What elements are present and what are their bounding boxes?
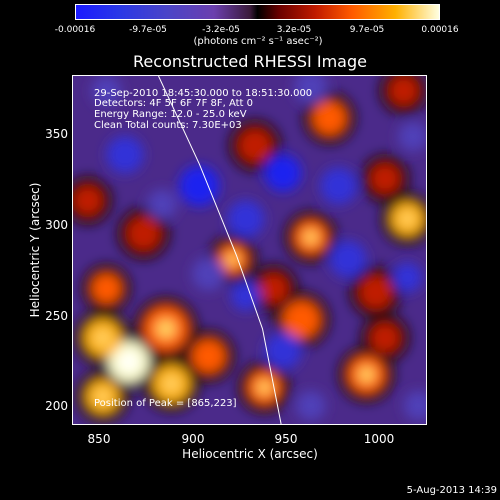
heatmap-core <box>94 329 112 347</box>
heatmap-negative-blob <box>147 189 178 220</box>
solar-limb-line <box>158 76 282 424</box>
heatmap-core <box>256 379 272 395</box>
heatmap-core <box>303 229 319 245</box>
heatmap-core <box>119 352 138 371</box>
heatmap-core <box>163 375 180 393</box>
heatmap-positive-blob <box>370 163 400 194</box>
heatmap-negative-blob <box>230 280 261 311</box>
info-clean-counts: Clean Total counts: 7.30E+03 <box>94 120 242 131</box>
heatmap-negative-blob <box>106 136 144 174</box>
heatmap-core <box>399 211 415 227</box>
y-tick-label: 350 <box>45 127 68 141</box>
heatmap-positive-blob <box>73 185 103 216</box>
heatmap-positive-blob <box>282 301 321 339</box>
info-energy-range: Energy Range: 12.0 - 25.0 keV <box>94 109 247 120</box>
y-axis-label: Heliocentric Y (arcsec) <box>28 182 42 318</box>
x-tick-label: 1000 <box>363 432 395 446</box>
heatmap-negative-blob <box>227 200 265 238</box>
colorbar-tick: 9.7e-05 <box>349 25 385 35</box>
heatmap-core <box>358 366 375 383</box>
colorbar <box>75 4 440 20</box>
y-tick-label: 250 <box>45 309 68 323</box>
heatmap-negative-blob <box>178 165 220 207</box>
heatmap-core <box>95 389 111 405</box>
heatmap-negative-blob <box>403 390 426 421</box>
heatmap-negative-blob <box>264 332 302 370</box>
heatmap-negative-blob <box>392 262 423 293</box>
heatmap-positive-blob <box>126 216 161 251</box>
heatmap-negative-blob <box>329 240 367 278</box>
timestamp: 5-Aug-2013 14:39 <box>406 485 497 496</box>
heatmap-negative-blob <box>91 76 122 106</box>
heatmap-negative-blob <box>320 167 358 205</box>
colorbar-tick: -3.2e-05 <box>202 25 240 35</box>
colorbar-tick: -0.00016 <box>54 25 96 35</box>
heatmap-positive-blob <box>91 273 122 304</box>
heatmap-negative-blob <box>191 257 226 291</box>
info-detectors: Detectors: 4F 5F 6F 7F 8F, Att 0 <box>94 98 254 109</box>
info-time-range: 29-Sep-2010 18:45:30.000 to 18:51:30.000 <box>94 88 313 99</box>
heatmap-negative-blob <box>294 76 328 104</box>
heatmap-negative-blob <box>295 390 326 421</box>
heatmap-positive-blob <box>312 101 347 135</box>
y-tick-label: 200 <box>45 399 68 413</box>
heatmap-positive-blob <box>359 275 393 309</box>
colorbar-tick: 0.00016 <box>421 25 459 35</box>
colorbar-tick: 3.2e-05 <box>276 25 312 35</box>
plot-area <box>72 75 427 425</box>
heatmap-image <box>73 76 426 424</box>
heatmap-negative-blob <box>398 121 426 152</box>
y-tick-label: 300 <box>45 218 68 232</box>
x-tick-label: 850 <box>87 432 111 446</box>
heatmap-positive-blob <box>191 339 226 373</box>
heatmap-positive-blob <box>258 273 289 304</box>
heatmap-negative-blob <box>264 154 302 192</box>
chart-title: Reconstructed RHESSI Image <box>133 52 367 71</box>
colorbar-tick: -9.7e-05 <box>129 25 167 35</box>
heatmap-positive-blob <box>370 323 400 353</box>
heatmap-positive-blob <box>388 76 419 106</box>
colorbar-units: (photons cm⁻² s⁻¹ asec⁻²) <box>193 36 323 47</box>
heatmap-positive-blob <box>238 128 272 163</box>
x-tick-label: 950 <box>274 432 298 446</box>
peak-position-label: Position of Peak = [865,223] <box>94 398 237 409</box>
x-axis-label: Heliocentric X (arcsec) <box>182 447 318 461</box>
heatmap-core <box>155 318 176 339</box>
x-tick-label: 900 <box>181 432 205 446</box>
